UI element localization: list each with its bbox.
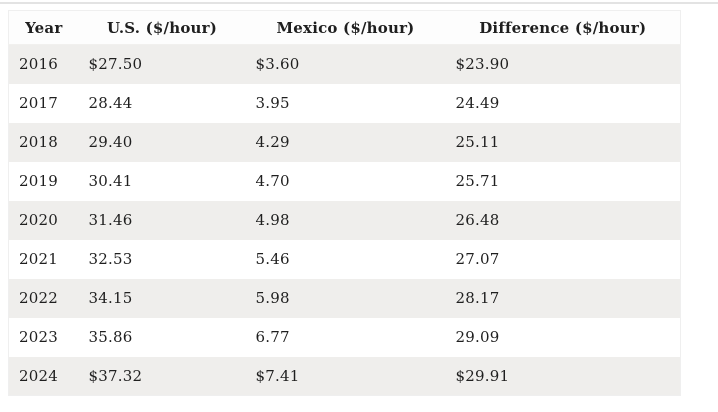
column-header-difference-hour: Difference ($/hour) <box>445 10 681 45</box>
cell-2016-year: 2016 <box>8 44 79 84</box>
top-divider <box>0 2 718 4</box>
cell-2018-u-s-hour: 29.40 <box>78 122 246 162</box>
cell-2021-difference-hour: 27.07 <box>445 239 681 279</box>
cell-2021-mexico-hour: 5.46 <box>245 239 446 279</box>
table-body: 2016 $27.50 $3.60 $23.90 2017 28.44 3.95 24.49 2… <box>8 44 681 396</box>
cell-2023-difference-hour: 29.09 <box>445 317 681 357</box>
table-row-2018: 2018 29.40 4.29 25.11 <box>8 122 681 162</box>
table-row-2019: 2019 30.41 4.70 25.71 <box>8 161 681 201</box>
cell-2024-u-s-hour: $37.32 <box>78 356 246 396</box>
table-row-2022: 2022 34.15 5.98 28.17 <box>8 278 681 318</box>
cell-2020-year: 2020 <box>8 200 79 240</box>
table-row-2021: 2021 32.53 5.46 27.07 <box>8 239 681 279</box>
table-row-2024: 2024 $37.32 $7.41 $29.91 <box>8 356 681 396</box>
cell-2023-mexico-hour: 6.77 <box>245 317 446 357</box>
cell-2021-year: 2021 <box>8 239 79 279</box>
wage-comparison-table: Year U.S. ($/hour) Mexico ($/hour) Differen… <box>8 10 681 396</box>
cell-2020-mexico-hour: 4.98 <box>245 200 446 240</box>
cell-2024-difference-hour: $29.91 <box>445 356 681 396</box>
cell-2021-u-s-hour: 32.53 <box>78 239 246 279</box>
cell-2022-year: 2022 <box>8 278 79 318</box>
cell-2018-difference-hour: 25.11 <box>445 122 681 162</box>
cell-2024-year: 2024 <box>8 356 79 396</box>
cell-2017-difference-hour: 24.49 <box>445 83 681 123</box>
cell-2017-mexico-hour: 3.95 <box>245 83 446 123</box>
cell-2016-difference-hour: $23.90 <box>445 44 681 84</box>
cell-2019-year: 2019 <box>8 161 79 201</box>
column-header-year: Year <box>8 10 79 45</box>
cell-2024-mexico-hour: $7.41 <box>245 356 446 396</box>
cell-2022-mexico-hour: 5.98 <box>245 278 446 318</box>
cell-2019-mexico-hour: 4.70 <box>245 161 446 201</box>
cell-2023-year: 2023 <box>8 317 79 357</box>
column-header-mexico-hour: Mexico ($/hour) <box>245 10 446 45</box>
cell-2017-u-s-hour: 28.44 <box>78 83 246 123</box>
table-row-2023: 2023 35.86 6.77 29.09 <box>8 317 681 357</box>
cell-2016-mexico-hour: $3.60 <box>245 44 446 84</box>
cell-2019-u-s-hour: 30.41 <box>78 161 246 201</box>
cell-2018-year: 2018 <box>8 122 79 162</box>
wage-table-container: Year U.S. ($/hour) Mexico ($/hour) Differen… <box>8 10 681 396</box>
cell-2023-u-s-hour: 35.86 <box>78 317 246 357</box>
table-row-2016: 2016 $27.50 $3.60 $23.90 <box>8 44 681 84</box>
table-row-2017: 2017 28.44 3.95 24.49 <box>8 83 681 123</box>
cell-2020-u-s-hour: 31.46 <box>78 200 246 240</box>
column-header-u-s-hour: U.S. ($/hour) <box>78 10 246 45</box>
cell-2018-mexico-hour: 4.29 <box>245 122 446 162</box>
cell-2019-difference-hour: 25.71 <box>445 161 681 201</box>
cell-2020-difference-hour: 26.48 <box>445 200 681 240</box>
table-header: Year U.S. ($/hour) Mexico ($/hour) Differen… <box>8 10 681 45</box>
cell-2017-year: 2017 <box>8 83 79 123</box>
cell-2022-u-s-hour: 34.15 <box>78 278 246 318</box>
table-header-row: Year U.S. ($/hour) Mexico ($/hour) Differen… <box>8 10 681 45</box>
cell-2016-u-s-hour: $27.50 <box>78 44 246 84</box>
table-row-2020: 2020 31.46 4.98 26.48 <box>8 200 681 240</box>
cell-2022-difference-hour: 28.17 <box>445 278 681 318</box>
